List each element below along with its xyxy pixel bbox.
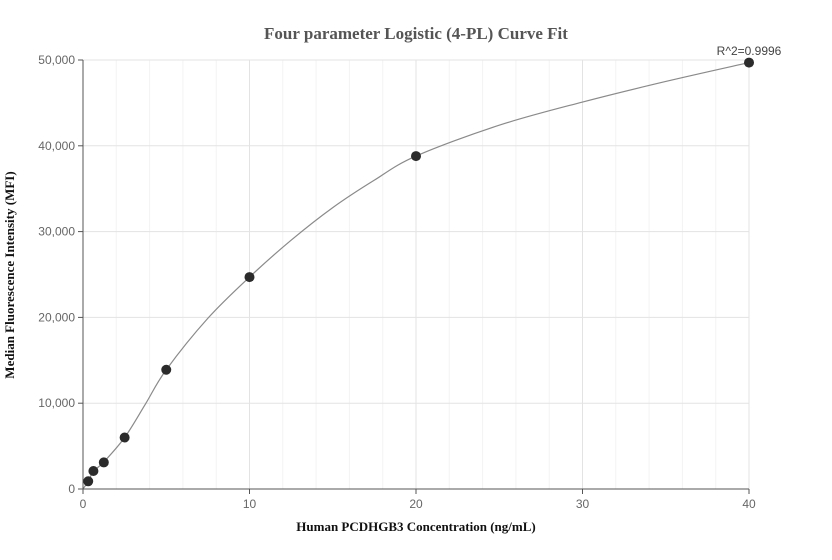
- r-squared-annotation: R^2=0.9996: [717, 44, 782, 58]
- tick-labels: 0 10 20 30 40 0 10,000 20,000 30,000 40,000 50,000: [38, 53, 756, 511]
- data-point: [88, 465, 99, 476]
- data-point: [744, 57, 754, 68]
- data-point: [83, 476, 94, 487]
- minor-grid: [115, 60, 717, 489]
- data-point: [161, 364, 172, 375]
- x-tick-label: 20: [409, 497, 423, 511]
- data-point: [411, 151, 421, 162]
- data-points: [83, 57, 754, 487]
- data-point: [119, 432, 130, 443]
- y-tick-label: 0: [68, 482, 75, 496]
- y-tick-label: 50,000: [38, 53, 75, 67]
- x-tick-label: 10: [243, 497, 257, 511]
- x-tick-label: 40: [742, 497, 756, 511]
- y-tick-label: 30,000: [38, 225, 75, 239]
- chart-title: Four parameter Logistic (4-PL) Curve Fit: [264, 24, 568, 43]
- data-point: [244, 272, 255, 283]
- y-axis-label: Median Fluorescence Intensity (MFI): [2, 171, 17, 378]
- y-tick-label: 20,000: [38, 310, 75, 324]
- y-tick-label: 10,000: [38, 396, 75, 410]
- axes: [78, 59, 750, 494]
- data-point: [98, 457, 109, 468]
- x-tick-label: 0: [80, 497, 87, 511]
- y-tick-label: 40,000: [38, 139, 75, 153]
- x-tick-label: 30: [576, 497, 590, 511]
- x-axis-label: Human PCDHGB3 Concentration (ng/mL): [296, 519, 535, 534]
